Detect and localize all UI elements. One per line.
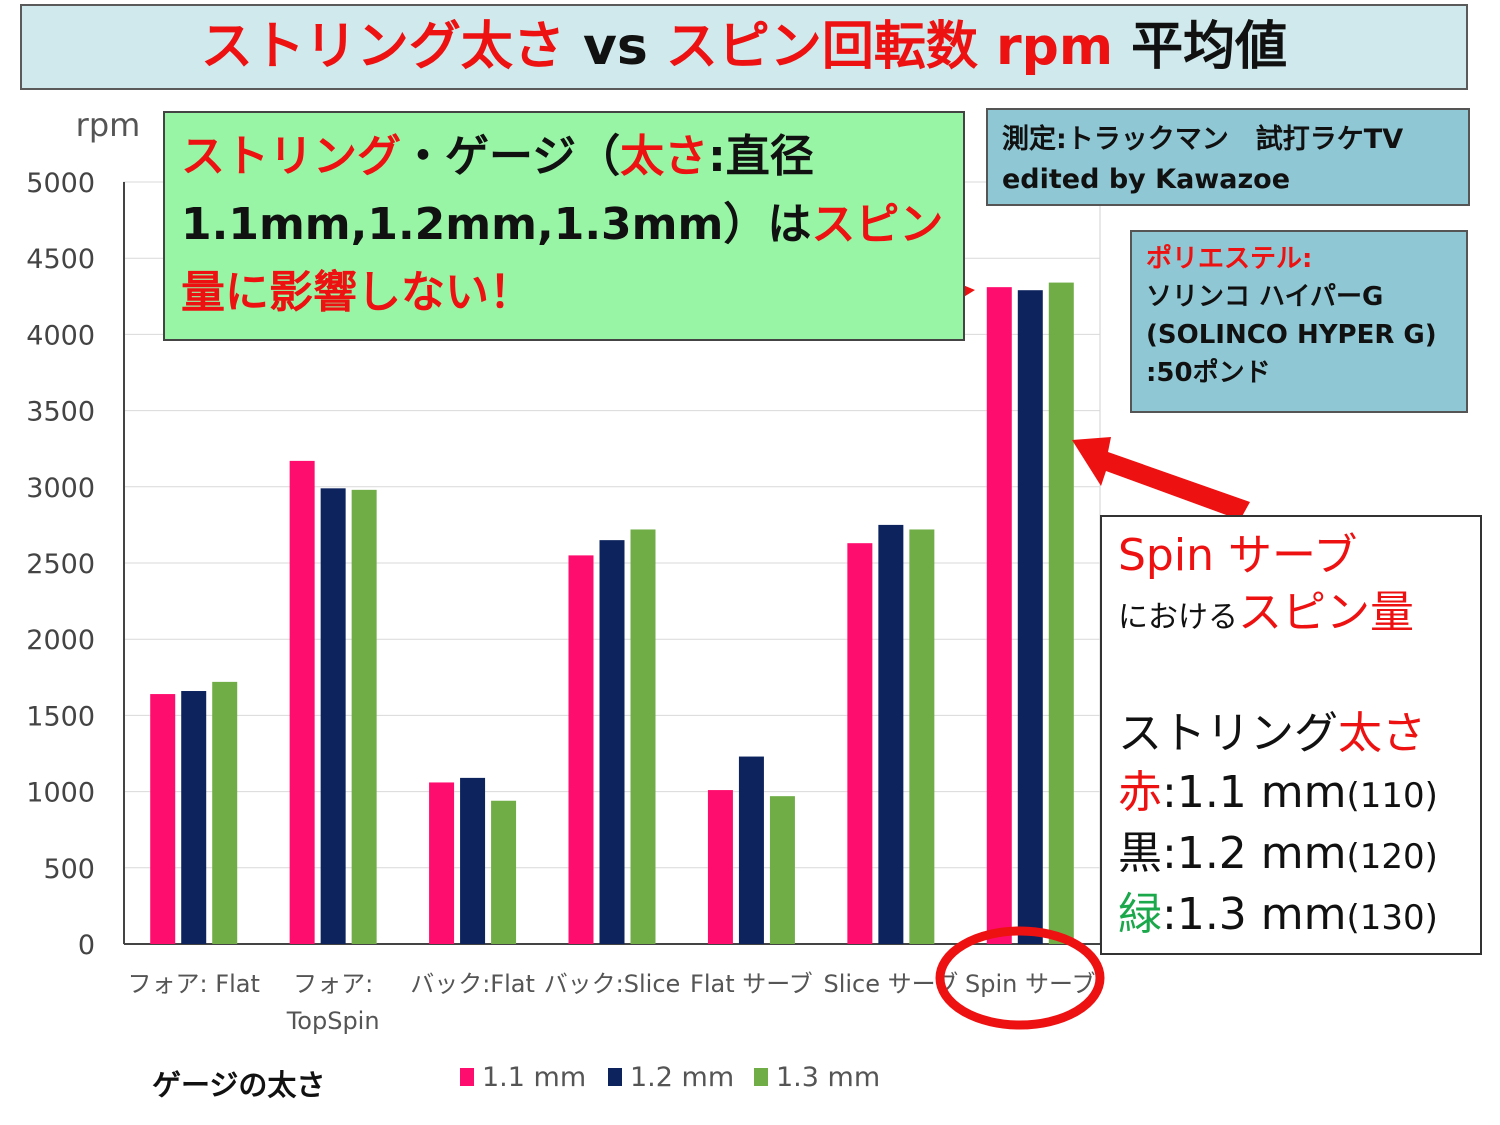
page-title: ストリング太さ vs スピン回転数 rpm 平均値 bbox=[20, 4, 1468, 90]
bar-1-5 bbox=[878, 524, 904, 944]
bar-1-6 bbox=[1017, 290, 1043, 945]
legend-swatch bbox=[754, 1068, 768, 1086]
callout-text: ストリング bbox=[181, 131, 401, 182]
y-tick-label: 1500 bbox=[26, 701, 95, 732]
y-tick-label: 1000 bbox=[26, 778, 95, 809]
callout-text: 1.1mm,1.2mm,1.3mm）は bbox=[181, 199, 812, 250]
x-tick-label: TopSpin bbox=[286, 1007, 380, 1035]
x-tick-label: バック:Slice bbox=[544, 970, 681, 998]
legend-label: 1.2 mm bbox=[630, 1062, 734, 1093]
bar-1-0 bbox=[181, 691, 207, 944]
y-tick-label: 2000 bbox=[26, 625, 95, 656]
y-tick-label: 4000 bbox=[26, 320, 95, 351]
key-value: :1.1 mm bbox=[1162, 767, 1347, 818]
key-value: :1.2 mm bbox=[1162, 828, 1347, 879]
title-part4: 平均値 bbox=[1113, 17, 1288, 77]
poly-line: ソリンコ ハイパーG bbox=[1146, 282, 1384, 312]
spinbox-heading-red: 太さ bbox=[1338, 708, 1426, 759]
y-tick-label: 500 bbox=[43, 854, 95, 885]
bar-1-3 bbox=[599, 540, 625, 944]
string-info-box: ポリエステル: ソリンコ ハイパーG (SOLINCO HYPER G) :50… bbox=[1130, 230, 1468, 413]
bar-1-2 bbox=[460, 777, 486, 944]
key-red: 赤 bbox=[1118, 767, 1162, 818]
title-part1: ストリング太さ bbox=[200, 17, 565, 77]
x-tick-label: バック:Flat bbox=[410, 970, 535, 998]
y-tick-label: 5000 bbox=[26, 168, 95, 199]
bar-2-6 bbox=[1048, 282, 1074, 945]
spin-serve-legend-box: Spin サーブ におけるスピン量 ストリング太さ 赤:1.1 mm(110) … bbox=[1100, 515, 1482, 955]
bar-2-1 bbox=[351, 489, 377, 944]
measurement-note: 測定:トラックマン 試打ラケTV edited by Kawazoe bbox=[986, 108, 1470, 206]
key-paren: (120) bbox=[1346, 837, 1438, 877]
legend-swatch bbox=[608, 1068, 622, 1086]
key-black: 黒 bbox=[1118, 828, 1162, 879]
legend-label: 1.1 mm bbox=[482, 1062, 586, 1093]
legend-swatch bbox=[460, 1068, 474, 1086]
bar-2-2 bbox=[491, 800, 517, 944]
spinbox-heading: ストリング bbox=[1118, 708, 1338, 759]
spinbox-sub-red: スピン量 bbox=[1238, 587, 1414, 638]
bar-0-4 bbox=[707, 790, 733, 944]
measure-line: 測定:トラックマン 試打ラケTV bbox=[1002, 124, 1404, 155]
spinbox-title: Spin サーブ bbox=[1118, 530, 1358, 581]
y-tick-label: 4500 bbox=[26, 244, 95, 275]
conclusion-callout: ストリング・ゲージ（太さ:直径 1.1mm,1.2mm,1.3mm）はスピン 量… bbox=[163, 111, 965, 341]
x-tick-label: フォア: Flat bbox=[128, 970, 260, 998]
y-tick-label: 3000 bbox=[26, 473, 95, 504]
bar-0-6 bbox=[986, 287, 1012, 944]
bar-2-0 bbox=[212, 681, 238, 944]
key-green: 緑 bbox=[1118, 889, 1162, 940]
arrow-diagonal bbox=[1072, 437, 1250, 520]
bar-0-3 bbox=[568, 555, 594, 944]
callout-text: 量に影響しない！ bbox=[181, 267, 533, 318]
y-tick-label: 2500 bbox=[26, 549, 95, 580]
title-part3: スピン回転数 rpm bbox=[665, 17, 1114, 77]
poly-line: (SOLINCO HYPER G) bbox=[1146, 320, 1437, 350]
x-axis-label: ゲージの太さ bbox=[152, 1068, 325, 1102]
highlight-ellipse bbox=[935, 926, 1105, 1030]
y-tick-label: 3500 bbox=[26, 397, 95, 428]
poly-label: ポリエステル: bbox=[1146, 244, 1313, 274]
callout-text: 太さ bbox=[620, 131, 709, 182]
x-tick-label: Flat サーブ bbox=[690, 970, 813, 998]
key-paren: (110) bbox=[1346, 776, 1438, 816]
y-axis-label: rpm bbox=[76, 106, 141, 144]
callout-text: ・ゲージ（ bbox=[401, 131, 621, 182]
bar-2-3 bbox=[630, 529, 656, 944]
bar-0-1 bbox=[289, 460, 315, 944]
key-value: :1.3 mm bbox=[1162, 889, 1347, 940]
bar-0-2 bbox=[429, 782, 455, 944]
callout-text: :直径 bbox=[708, 131, 814, 182]
title-part2: vs bbox=[564, 17, 666, 77]
bar-0-0 bbox=[150, 694, 176, 944]
poly-line: :50ポンド bbox=[1146, 358, 1271, 388]
callout-text: スピン bbox=[811, 199, 944, 250]
bar-1-4 bbox=[738, 756, 764, 944]
key-paren: (130) bbox=[1346, 898, 1438, 938]
bar-0-5 bbox=[847, 543, 873, 944]
x-tick-label: Spin サーブ bbox=[965, 970, 1096, 998]
spinbox-sub: における bbox=[1118, 600, 1238, 635]
bar-1-1 bbox=[320, 488, 346, 944]
measure-line: edited by Kawazoe bbox=[1002, 164, 1291, 195]
x-tick-label: フォア: bbox=[293, 970, 373, 998]
y-tick-label: 0 bbox=[78, 930, 95, 961]
bar-2-4 bbox=[769, 796, 795, 944]
bar-2-5 bbox=[909, 529, 935, 944]
legend-label: 1.3 mm bbox=[776, 1062, 880, 1093]
